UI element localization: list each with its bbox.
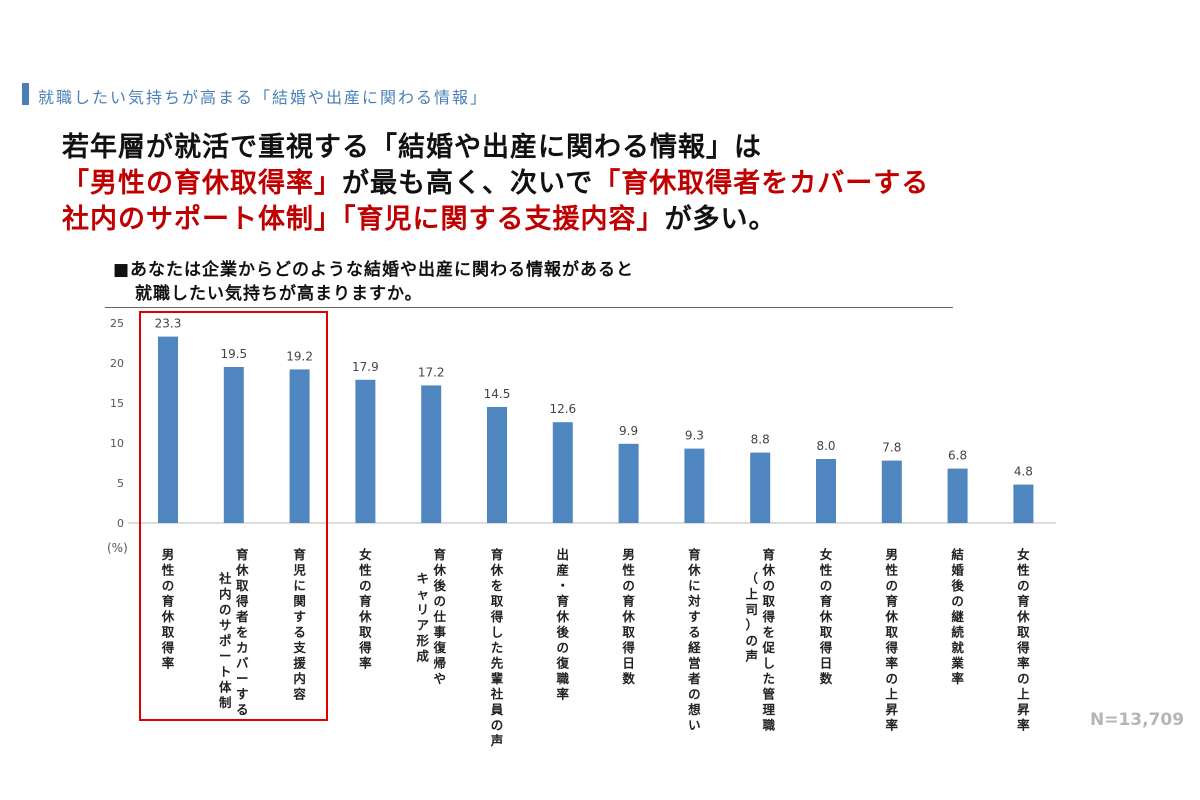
bar bbox=[421, 385, 442, 523]
x-category-label: 女性の育休取得率の上昇率 bbox=[1016, 547, 1030, 733]
bar-value-label: 4.8 bbox=[1014, 465, 1033, 479]
x-category-label: 育休の取得を促した管理職 bbox=[761, 547, 775, 733]
x-category-label: 男性の育休取得日数 bbox=[621, 547, 635, 686]
survey-question: ■あなたは企業からどのような結婚や出産に関わる情報があると 就職したい気持ちが高… bbox=[113, 258, 634, 306]
bar-value-label: 7.8 bbox=[882, 441, 901, 455]
headline-line-3: 社内のサポート体制」「育児に関する支援内容」が多い。 bbox=[62, 202, 929, 238]
bar-value-label: 12.6 bbox=[549, 402, 576, 416]
y-tick-label: 15 bbox=[110, 397, 124, 410]
x-category-label: 女性の育休取得率 bbox=[358, 547, 372, 671]
bar-value-label: 23.3 bbox=[155, 317, 182, 331]
bar bbox=[750, 452, 771, 523]
y-tick-label: 0 bbox=[117, 517, 124, 530]
bar bbox=[487, 407, 507, 523]
bar bbox=[947, 468, 968, 523]
x-category-label: 育休に対する経営者の想い bbox=[687, 547, 701, 733]
bar bbox=[618, 443, 639, 523]
bar-value-label: 14.5 bbox=[484, 387, 511, 401]
x-category-label: キャリア形成 bbox=[416, 571, 429, 664]
y-tick-label: 20 bbox=[110, 357, 124, 370]
y-tick-label: 5 bbox=[117, 477, 124, 490]
x-category-label: 育休後の仕事復帰や bbox=[432, 547, 446, 686]
bar bbox=[1013, 484, 1034, 523]
bar bbox=[355, 379, 376, 523]
headline-text-2: が最も高く、次いで bbox=[342, 168, 594, 199]
x-category-label: 出産・育休後の復職率 bbox=[556, 547, 570, 702]
bar-value-label: 9.3 bbox=[685, 429, 704, 443]
top3-highlight-box bbox=[139, 311, 328, 721]
bar bbox=[289, 369, 310, 523]
headline-text-3: が多い。 bbox=[664, 204, 777, 235]
question-divider bbox=[105, 307, 953, 308]
bar-value-label: 6.8 bbox=[948, 449, 967, 463]
x-category-label: 育児に関する支援内容 bbox=[292, 547, 306, 702]
survey-question-line-2: 就職したい気持ちが高まりますか。 bbox=[135, 284, 423, 304]
bar-value-label: 17.9 bbox=[352, 360, 379, 374]
bar-value-label: 17.2 bbox=[418, 365, 445, 379]
bar-value-label: 8.8 bbox=[751, 433, 770, 447]
headline-highlight-2: 「育休取得者をカバーする bbox=[593, 168, 930, 199]
x-category-label: 育休を取得した先輩社員の声 bbox=[490, 547, 504, 748]
x-category-label: 結婚後の継続就業率 bbox=[950, 547, 964, 686]
headline-highlight-1: 「男性の育休取得率」 bbox=[62, 168, 342, 199]
headline-highlight-3: 社内のサポート体制」「育児に関する支援内容」 bbox=[62, 204, 665, 235]
bar bbox=[684, 448, 705, 523]
bar bbox=[158, 336, 178, 523]
unit-label: (%) bbox=[107, 541, 128, 555]
bar-value-label: 19.5 bbox=[220, 347, 247, 361]
x-category-label: 男性の育休取得率の上昇率 bbox=[885, 547, 899, 733]
bar bbox=[816, 459, 836, 523]
bar bbox=[552, 422, 573, 523]
bar bbox=[881, 460, 902, 523]
bar-value-label: 8.0 bbox=[816, 439, 835, 453]
x-category-label: 男性の育休取得率 bbox=[161, 547, 175, 671]
x-category-label: 育休取得者をカバーする bbox=[235, 547, 249, 717]
sample-size-label: N=13,709 bbox=[1090, 710, 1185, 730]
bar bbox=[223, 367, 244, 523]
survey-question-line-1: ■あなたは企業からどのような結婚や出産に関わる情報があると bbox=[113, 260, 635, 280]
section-accent-bar bbox=[22, 83, 29, 105]
bar-value-label: 9.9 bbox=[619, 424, 638, 438]
x-category-label: （上司）の声 bbox=[744, 571, 758, 664]
bar-value-label: 19.2 bbox=[286, 349, 313, 363]
x-category-label: 社内のサポート体制 bbox=[218, 571, 232, 710]
section-label: 就職したい気持ちが高まる「結婚や出産に関わる情報」 bbox=[38, 88, 489, 107]
headline-line-2: 「男性の育休取得率」が最も高く、次いで「育休取得者をカバーする bbox=[62, 166, 929, 202]
y-tick-label: 25 bbox=[110, 317, 124, 330]
y-tick-label: 10 bbox=[110, 437, 124, 450]
headline-line-1: 若年層が就活で重視する「結婚や出産に関わる情報」は bbox=[62, 132, 762, 163]
headline: 若年層が就活で重視する「結婚や出産に関わる情報」は 「男性の育休取得率」が最も高… bbox=[62, 130, 929, 238]
x-category-label: 女性の育休取得日数 bbox=[819, 547, 833, 686]
